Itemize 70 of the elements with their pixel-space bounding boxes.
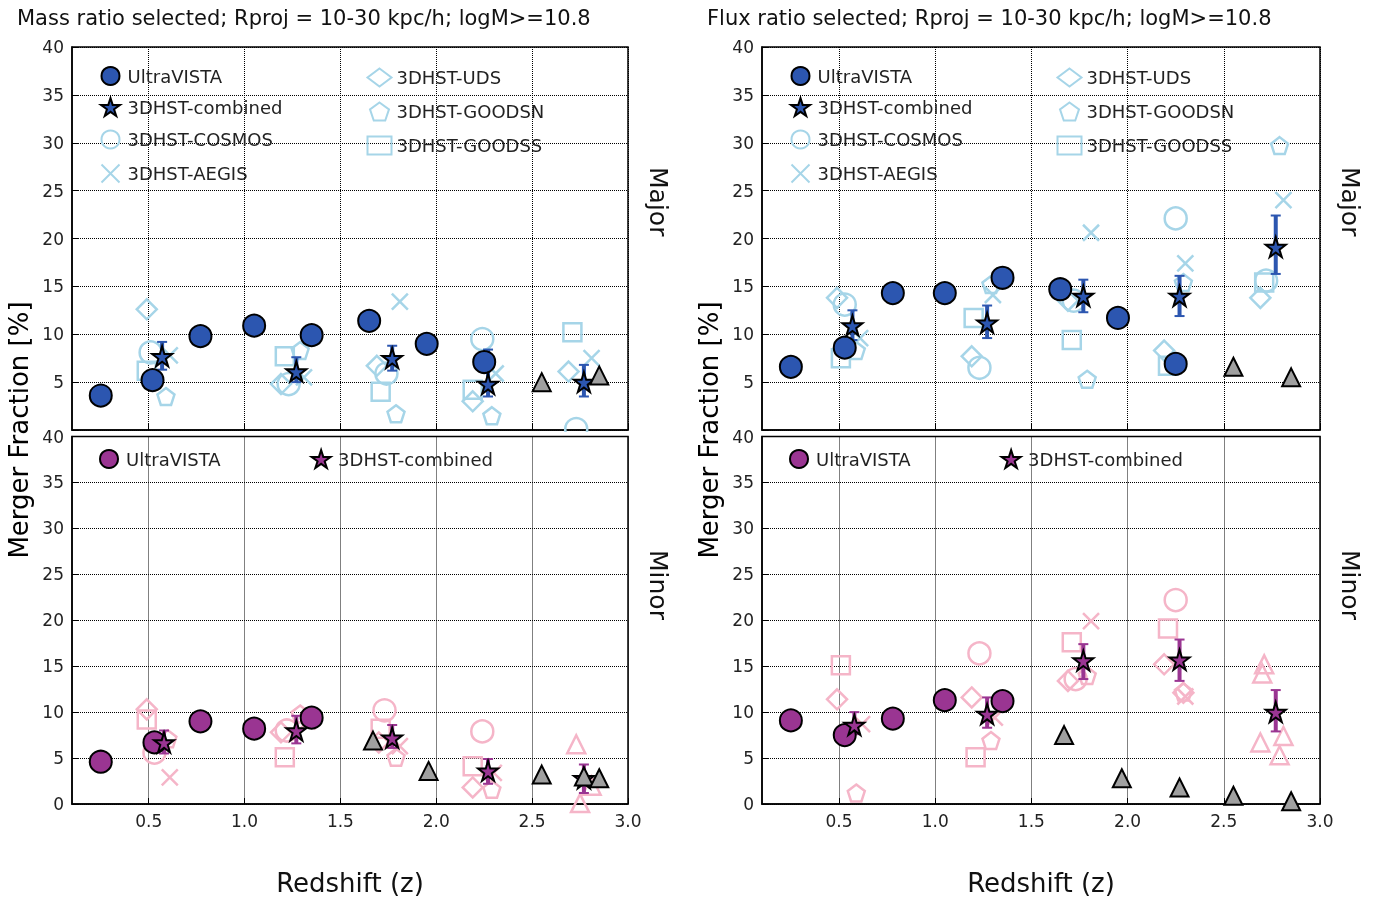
y-tick-label: 25 — [42, 180, 64, 201]
y-tick-label: 15 — [42, 656, 64, 677]
y-tick-label: 5 — [743, 748, 754, 769]
legend-label: UltraVISTA — [817, 65, 913, 87]
x-tick-label: 1.0 — [231, 810, 259, 831]
y-tick-label: 25 — [732, 564, 754, 585]
y-tick-label: 40 — [732, 37, 754, 57]
y-tick-label: 5 — [53, 372, 64, 393]
chart-title: Flux ratio selected; Rproj = 10-30 kpc/h; logM>=10.8 — [707, 5, 1272, 30]
y-tick-label: 15 — [42, 276, 64, 297]
y-tick-label: 15 — [732, 656, 754, 677]
x-tick-label: 3.0 — [614, 810, 642, 831]
y-tick-label: 20 — [42, 610, 64, 631]
text: Major — [1336, 167, 1365, 238]
legend-label: 3DHST-COSMOS — [817, 129, 963, 150]
y-tick-label: 40 — [42, 426, 64, 447]
y-tick-label: 0 — [743, 794, 754, 814]
y-tick-label: 30 — [732, 132, 754, 153]
text: Major — [644, 167, 673, 238]
legend-label: 3DHST-AEGIS — [127, 163, 248, 184]
y-tick-label: 35 — [732, 472, 754, 493]
y-tick-label: 35 — [42, 84, 64, 105]
y-tick-label: 20 — [42, 228, 64, 249]
y-tick-label: 30 — [42, 132, 64, 153]
x-tick-label: 1.0 — [921, 810, 949, 831]
x-axis-title: Redshift (z) — [276, 868, 424, 898]
y-tick-label: 40 — [42, 37, 64, 57]
y-tick-label: 30 — [732, 518, 754, 539]
x-tick-label: 0.5 — [135, 810, 163, 831]
x-tick-label: 2.0 — [422, 810, 450, 831]
legend-label: UltraVISTA — [127, 65, 223, 87]
legend-label: 3DHST-AEGIS — [817, 163, 938, 184]
y-tick-label: 0 — [53, 794, 64, 814]
y-tick-label: 10 — [732, 324, 754, 345]
y-tick-label: 10 — [42, 324, 64, 345]
x-tick-label: 0.5 — [825, 810, 853, 831]
x-tick-label: 2.5 — [1210, 810, 1238, 831]
y-axis-title: Merger Fraction [%] — [694, 301, 724, 559]
text: Minor — [644, 550, 673, 621]
y-tick-label: 5 — [53, 748, 64, 769]
x-tick-label: 3.0 — [1306, 810, 1334, 831]
y-tick-label: 5 — [743, 372, 754, 393]
legend-label: 3DHST-UDS — [1086, 67, 1192, 88]
legend-label: 3DHST-combined — [127, 96, 283, 118]
legend-label: 3DHST-GOODSS — [1086, 135, 1233, 156]
text: Minor — [1336, 550, 1365, 621]
y-tick-label: 20 — [732, 610, 754, 631]
chart-title: Mass ratio selected; Rproj = 10-30 kpc/h; logM>=10.8 — [17, 5, 591, 30]
y-tick-label: 10 — [732, 702, 754, 723]
legend-label: 3DHST-COSMOS — [127, 129, 273, 150]
legend-label: 3DHST-GOODSS — [396, 135, 543, 156]
y-tick-label: 25 — [42, 564, 64, 585]
x-tick-label: 2.0 — [1114, 810, 1142, 831]
legend-label: 3DHST-combined — [817, 96, 973, 118]
y-tick-label: 25 — [732, 180, 754, 201]
legend-label: 3DHST-UDS — [396, 67, 502, 88]
x-tick-label: 1.5 — [1017, 810, 1045, 831]
legend-label: 3DHST-GOODSN — [396, 101, 545, 122]
legend-label: 3DHST-GOODSN — [1086, 101, 1235, 122]
y-tick-label: 30 — [42, 518, 64, 539]
y-axis-title: Merger Fraction [%] — [4, 301, 34, 559]
x-tick-label: 2.5 — [518, 810, 546, 831]
x-tick-label: 1.5 — [326, 810, 354, 831]
y-tick-label: 35 — [732, 84, 754, 105]
y-tick-label: 35 — [42, 472, 64, 493]
y-tick-label: 10 — [42, 702, 64, 723]
y-tick-label: 20 — [732, 228, 754, 249]
x-axis-title: Redshift (z) — [967, 868, 1115, 898]
y-tick-label: 40 — [732, 426, 754, 447]
y-tick-label: 15 — [732, 276, 754, 297]
